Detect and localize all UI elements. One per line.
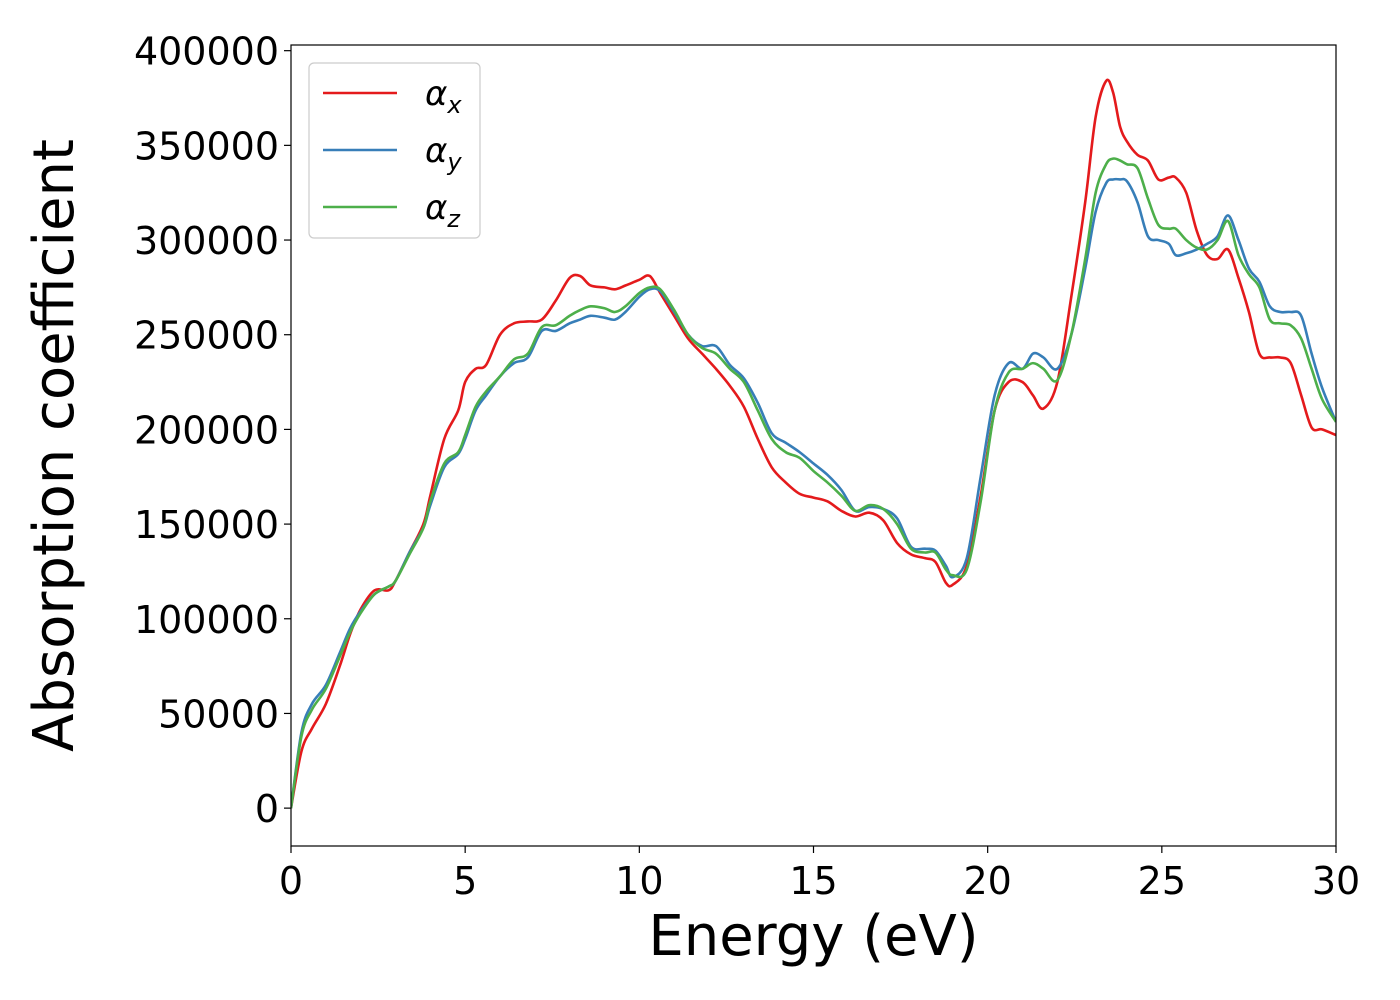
x-tick-label: 25 [1138, 859, 1186, 903]
y-tick-label: 50000 [158, 692, 279, 736]
y-tick-label: 300000 [134, 219, 279, 263]
x-tick-label: 15 [789, 859, 837, 903]
legend: αx αy αz [308, 62, 481, 239]
legend-label-x: αx [425, 74, 462, 119]
x-tick-label: 5 [453, 859, 477, 903]
y-tick-label: 200000 [134, 408, 279, 452]
x-tick-label: 10 [615, 859, 663, 903]
x-tick-label: 0 [279, 859, 303, 903]
y-tick-label: 100000 [134, 598, 279, 642]
x-axis-label: Energy (eV) [648, 904, 978, 969]
y-tick-label: 250000 [134, 314, 279, 358]
y-axis-label: Absorption coefficient [22, 139, 87, 752]
x-tick-label: 30 [1312, 859, 1360, 903]
series-line-x [291, 78, 1336, 809]
series-line-z [291, 157, 1336, 809]
legend-label-z: αz [425, 188, 461, 233]
series-layer [291, 78, 1336, 809]
y-tick-label: 150000 [134, 503, 279, 547]
x-tick-label: 20 [963, 859, 1011, 903]
y-tick-label: 0 [255, 787, 279, 831]
x-axis: 0 5 10 15 20 25 30 [279, 846, 1360, 903]
y-tick-label: 400000 [134, 30, 279, 74]
legend-label-y: αy [425, 131, 462, 176]
y-axis: 0 50000 100000 150000 200000 250000 300000 3500… [134, 30, 291, 831]
y-tick-label: 350000 [134, 124, 279, 168]
